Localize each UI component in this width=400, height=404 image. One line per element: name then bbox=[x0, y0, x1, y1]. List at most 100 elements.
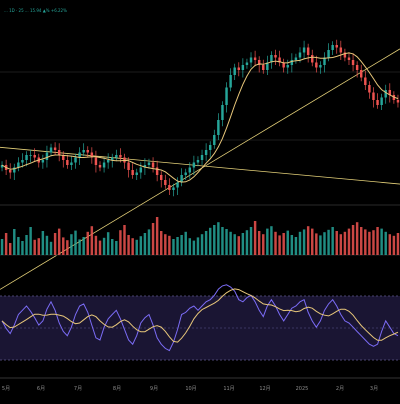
candle-body bbox=[331, 45, 334, 50]
volume-bar bbox=[270, 226, 273, 255]
volume-bar bbox=[372, 230, 375, 255]
candle-body bbox=[315, 62, 318, 68]
candle-body bbox=[160, 175, 163, 180]
volume-bar bbox=[368, 231, 371, 255]
candle-body bbox=[323, 57, 326, 65]
volume-bar bbox=[78, 239, 81, 255]
volume-bar bbox=[111, 239, 114, 255]
time-axis-label: 2月 bbox=[336, 386, 344, 392]
volume-bar bbox=[396, 233, 400, 255]
candle-body bbox=[384, 90, 387, 98]
volume-bar bbox=[90, 226, 94, 255]
volume-bar bbox=[217, 222, 220, 255]
volume-bar bbox=[233, 234, 236, 255]
candle-body bbox=[8, 170, 12, 173]
volume-bar bbox=[392, 235, 396, 255]
volume-bar bbox=[225, 229, 228, 255]
candle-body bbox=[102, 162, 106, 168]
volume-bar bbox=[119, 230, 122, 255]
candle-body bbox=[364, 77, 367, 85]
descending-trendline bbox=[0, 146, 400, 185]
candle-body bbox=[41, 160, 45, 163]
volume-bar bbox=[45, 235, 49, 255]
volume-bar bbox=[323, 232, 326, 255]
volume-bar bbox=[180, 235, 183, 255]
candle-body bbox=[245, 62, 249, 65]
volume-bar bbox=[17, 237, 20, 255]
time-axis-label: 9月 bbox=[150, 386, 158, 392]
candle-body bbox=[360, 70, 363, 78]
candle-body bbox=[368, 85, 371, 93]
candle-body bbox=[213, 135, 216, 145]
volume-bar bbox=[123, 225, 126, 255]
candle-body bbox=[274, 55, 277, 58]
volume-bar bbox=[249, 227, 253, 255]
volume-bar bbox=[172, 239, 175, 255]
volume-bar bbox=[147, 229, 151, 255]
volume-bar bbox=[66, 240, 69, 255]
candle-body bbox=[306, 47, 310, 55]
volume-bar bbox=[241, 233, 245, 255]
candle-body bbox=[339, 47, 343, 53]
candle-body bbox=[78, 152, 81, 158]
candle-body bbox=[225, 87, 228, 105]
volume-bar bbox=[139, 236, 143, 255]
candle-body bbox=[286, 65, 289, 68]
volume-bar bbox=[327, 229, 330, 255]
volume-bar bbox=[339, 234, 343, 255]
candle-body bbox=[45, 152, 49, 160]
candle-body bbox=[278, 57, 281, 63]
candle-body bbox=[17, 162, 20, 168]
candle-body bbox=[257, 60, 261, 65]
volume-bar bbox=[127, 235, 130, 255]
rsi-signal-line bbox=[1, 288, 399, 343]
candle-body bbox=[111, 157, 114, 160]
volume-bar bbox=[13, 229, 16, 255]
candle-body bbox=[253, 57, 257, 60]
moving-average-line bbox=[1, 52, 399, 183]
volume-bar bbox=[266, 228, 269, 255]
candle-body bbox=[396, 100, 400, 103]
candle-body bbox=[347, 57, 351, 60]
volume-bar bbox=[229, 231, 232, 255]
volume-bar bbox=[347, 228, 351, 255]
volume-bar bbox=[196, 237, 200, 255]
candle-body bbox=[208, 145, 212, 150]
candle-body bbox=[176, 182, 179, 188]
volume-bar bbox=[237, 236, 240, 255]
candle-body bbox=[319, 65, 322, 68]
volume-bar bbox=[176, 237, 179, 255]
candle-body bbox=[351, 60, 355, 65]
candle-body bbox=[147, 162, 151, 165]
candle-body bbox=[311, 55, 314, 63]
candle-body bbox=[106, 160, 110, 163]
candle-body bbox=[86, 150, 89, 153]
candle-body bbox=[188, 167, 192, 173]
candle-body bbox=[298, 52, 302, 58]
volume-bar bbox=[384, 231, 387, 255]
volume-bar bbox=[319, 235, 322, 255]
volume-bar bbox=[364, 229, 367, 255]
volume-bar bbox=[37, 238, 40, 255]
candle-body bbox=[62, 155, 65, 160]
candle-body bbox=[196, 160, 200, 163]
candle-body bbox=[139, 167, 143, 173]
candle-body bbox=[372, 92, 375, 100]
volume-bar bbox=[253, 221, 257, 255]
volume-bar bbox=[0, 239, 4, 255]
volume-bar bbox=[184, 231, 187, 255]
candle-body bbox=[66, 160, 69, 165]
volume-bar bbox=[53, 233, 57, 255]
volume-bar bbox=[82, 237, 85, 255]
candle-body bbox=[266, 62, 269, 70]
volume-bar bbox=[49, 241, 53, 255]
volume-bar bbox=[294, 237, 298, 255]
volume-bar bbox=[200, 234, 204, 255]
volume-bar bbox=[213, 225, 216, 255]
time-axis-label: 7月 bbox=[74, 386, 82, 392]
volume-bar bbox=[192, 240, 196, 255]
candle-body bbox=[302, 47, 306, 53]
candle-body bbox=[290, 60, 294, 65]
